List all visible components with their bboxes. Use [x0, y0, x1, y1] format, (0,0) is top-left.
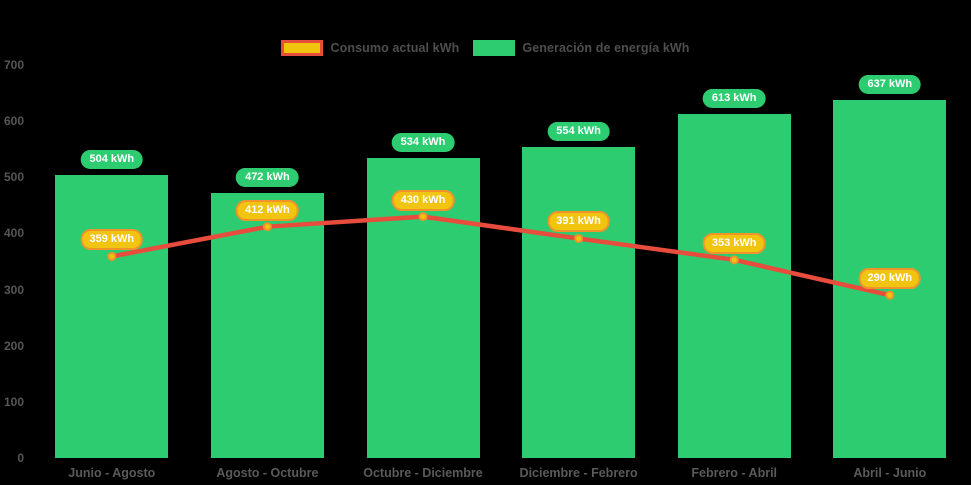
line-point[interactable]	[885, 290, 895, 300]
bar-value-badge: 613 kWh	[702, 88, 766, 108]
bar-generacion[interactable]	[677, 113, 791, 458]
bar-value-badge: 534 kWh	[391, 133, 455, 153]
y-axis-tick-label: 300	[3, 282, 24, 297]
y-axis-tick-label: 700	[3, 58, 24, 72]
bar-generacion[interactable]	[522, 146, 636, 458]
legend-swatch-consumo	[281, 40, 324, 56]
bar-value-badge: 504 kWh	[80, 150, 144, 170]
line-point[interactable]	[262, 222, 272, 232]
line-point[interactable]	[574, 233, 584, 243]
legend-label-consumo: Consumo actual kWh	[330, 41, 460, 55]
line-value-badge: 290 kWh	[858, 268, 922, 290]
line-value-badge: 430 kWh	[391, 189, 455, 211]
y-axis-tick-label: 200	[3, 338, 24, 353]
bar-value-badge: 472 kWh	[236, 168, 299, 187]
x-axis-label: Abril - Junio	[853, 466, 927, 480]
legend-item-generacion[interactable]: Generación de energía kWh	[473, 40, 689, 56]
bar-generacion[interactable]	[55, 175, 169, 458]
legend-item-consumo[interactable]: Consumo actual kWh	[281, 40, 459, 56]
y-axis-tick-label: 500	[3, 170, 24, 185]
bar-value-badge: 637 kWh	[858, 75, 922, 95]
x-axis-label: Octubre - Diciembre	[363, 466, 483, 480]
y-axis-tick-label: 400	[3, 226, 24, 241]
x-axis-label: Diciembre - Febrero	[519, 466, 638, 480]
legend-label-generacion: Generación de energía kWh	[522, 41, 690, 55]
y-axis-tick-label: 100	[3, 394, 24, 409]
line-point[interactable]	[107, 251, 117, 261]
line-value-badge: 359 kWh	[80, 229, 144, 251]
y-axis-tick-label: 600	[3, 114, 24, 129]
x-axis-label: Agosto - Octubre	[216, 466, 319, 480]
line-point[interactable]	[729, 255, 739, 265]
bar-generacion[interactable]	[210, 193, 324, 458]
x-axis-label: Junio - Agosto	[68, 466, 156, 480]
x-axis-label: Febrero - Abril	[691, 466, 778, 480]
chart-legend: Consumo actual kWh Generación de energía…	[0, 40, 971, 56]
line-value-badge: 391 kWh	[547, 211, 610, 233]
line-point[interactable]	[418, 212, 428, 222]
consumo-line	[111, 214, 891, 298]
line-value-badge: 353 kWh	[702, 232, 766, 254]
legend-swatch-generacion	[473, 40, 516, 56]
line-value-badge: 412 kWh	[236, 199, 299, 221]
y-axis-tick-label: 0	[17, 451, 24, 465]
bar-value-badge: 554 kWh	[547, 121, 610, 141]
